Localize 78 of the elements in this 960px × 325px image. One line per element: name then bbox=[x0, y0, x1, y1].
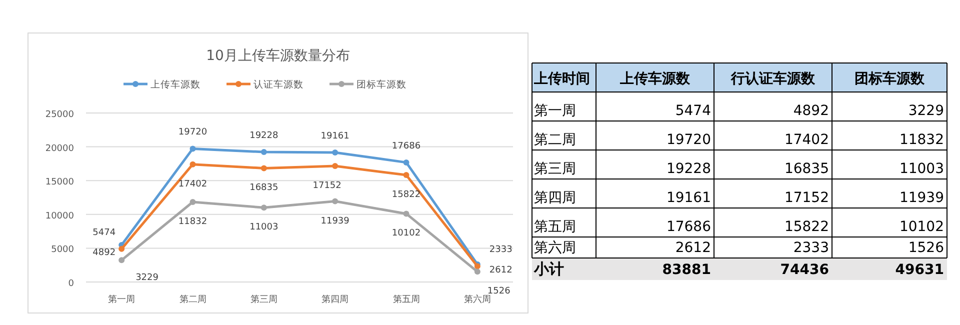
y-tick-label: 第六周 bbox=[534, 240, 576, 256]
x-tick-label: 行认证车源数 bbox=[730, 70, 816, 87]
point bbox=[190, 146, 196, 152]
y-tick-label: 第一周 bbox=[534, 103, 576, 119]
data-label: 15822 bbox=[392, 190, 421, 200]
data-label: 19161 bbox=[666, 190, 711, 206]
point bbox=[260, 165, 267, 172]
point bbox=[118, 257, 125, 264]
point bbox=[403, 210, 410, 217]
y-tick-label: 5000 bbox=[51, 245, 74, 256]
data-label: 16835 bbox=[250, 183, 278, 194]
data-label: 19720 bbox=[178, 128, 208, 138]
data-label: 11003 bbox=[899, 161, 944, 177]
x-tick-label: 第三周 bbox=[250, 294, 278, 305]
point bbox=[332, 149, 338, 156]
data-label: 19228 bbox=[666, 161, 711, 177]
x-tick-label: 第一周 bbox=[108, 294, 136, 305]
y-tick-label: 0 bbox=[68, 279, 74, 289]
data-label: 4892 bbox=[92, 248, 116, 258]
point bbox=[332, 163, 338, 170]
data-label: 10102 bbox=[392, 228, 421, 239]
data-label: 5474 bbox=[92, 228, 116, 238]
x-tick-label: 第四周 bbox=[322, 294, 349, 305]
x-tick-label: 第五周 bbox=[392, 294, 420, 305]
x-tick-label: 第二周 bbox=[179, 294, 206, 305]
y-tick-label: 20000 bbox=[45, 144, 74, 154]
y-axis-title: 上传时间 bbox=[533, 71, 590, 87]
data-label: 17686 bbox=[666, 219, 712, 235]
point bbox=[403, 172, 410, 178]
y-tick-label: 第二周 bbox=[534, 132, 576, 148]
data-label: 17686 bbox=[392, 141, 421, 152]
x-tick-label: 上传车源数 bbox=[619, 70, 691, 87]
point bbox=[260, 149, 267, 156]
legend-label: 认证车源数 bbox=[254, 78, 304, 90]
data-label: 2333 bbox=[793, 240, 829, 256]
data-label: 2333 bbox=[489, 245, 512, 256]
point bbox=[118, 246, 125, 252]
y-tick-label: 小计 bbox=[533, 260, 564, 278]
y-tick-label: 第三周 bbox=[534, 161, 576, 177]
data-label: 16835 bbox=[784, 161, 829, 177]
data-label: 74436 bbox=[780, 262, 829, 278]
data-label: 4892 bbox=[793, 103, 829, 119]
data-label: 2612 bbox=[675, 240, 711, 256]
data-label: 15822 bbox=[784, 219, 829, 235]
data-label: 19720 bbox=[666, 132, 711, 148]
data-label: 3229 bbox=[136, 273, 159, 284]
data-label: 19161 bbox=[320, 131, 350, 142]
point bbox=[190, 199, 196, 206]
data-label: 17402 bbox=[178, 179, 208, 190]
point bbox=[474, 268, 480, 275]
y-tick-label: 25000 bbox=[45, 110, 74, 120]
y-tick-label: 10000 bbox=[45, 211, 74, 222]
data-label: 3229 bbox=[908, 103, 944, 119]
data-label: 1526 bbox=[908, 240, 944, 256]
data-label: 11939 bbox=[320, 216, 350, 226]
point bbox=[260, 204, 267, 211]
data-label: 11939 bbox=[899, 190, 944, 206]
y-tick-label: 第四周 bbox=[534, 190, 576, 206]
data-label: 10102 bbox=[899, 219, 944, 235]
data-label: 19228 bbox=[250, 131, 278, 142]
x-tick-label: 第六周 bbox=[464, 294, 491, 305]
point bbox=[332, 198, 338, 204]
data-label: 11832 bbox=[899, 132, 944, 148]
chart-title: 10月上传车源数量分布 bbox=[206, 48, 350, 64]
data-label: 17152 bbox=[312, 181, 342, 192]
data-label: 11003 bbox=[250, 222, 278, 233]
data-label: 17152 bbox=[784, 190, 829, 206]
data-label: 49631 bbox=[895, 262, 944, 278]
data-label: 11832 bbox=[178, 217, 208, 228]
point bbox=[403, 159, 410, 166]
data-label: 2612 bbox=[489, 265, 512, 276]
data-label: 17402 bbox=[784, 132, 829, 148]
x-tick-label: 团标车源数 bbox=[854, 70, 926, 87]
y-tick-label: 第五周 bbox=[534, 219, 576, 235]
data-label: 83881 bbox=[662, 262, 711, 278]
y-tick-label: 15000 bbox=[45, 178, 74, 188]
point bbox=[190, 161, 196, 168]
data-label: 5474 bbox=[675, 103, 712, 119]
